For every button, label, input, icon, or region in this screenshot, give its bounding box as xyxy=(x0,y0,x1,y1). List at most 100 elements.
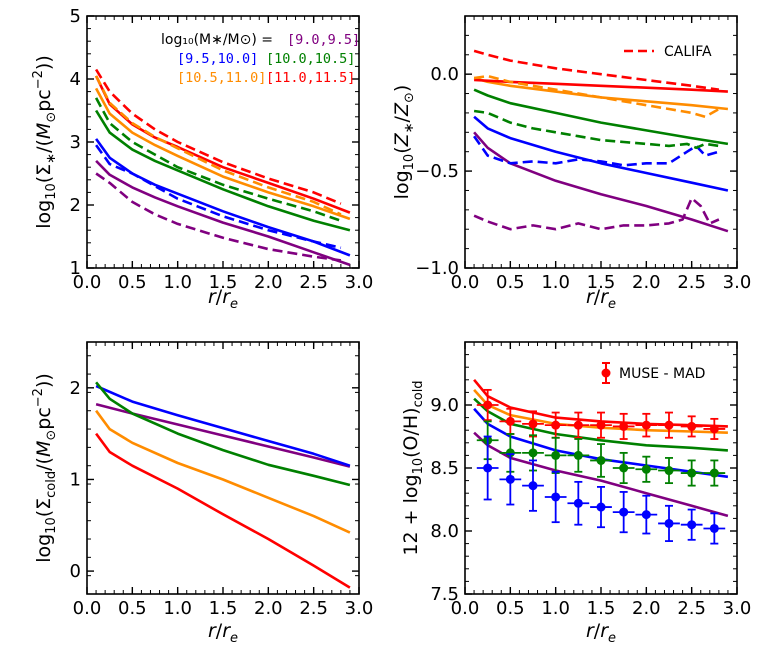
obs-point xyxy=(635,412,658,438)
series-line-0 xyxy=(473,431,729,518)
x-tick-label: 0.5 xyxy=(496,598,525,619)
obs-point xyxy=(522,459,544,512)
legend-bin-9-5: [9.5,10.0] xyxy=(177,51,258,67)
muse-legend: MUSE - MAD xyxy=(601,362,705,384)
obs-point xyxy=(680,508,703,541)
x-tick-label: 1.5 xyxy=(209,272,238,293)
obs-point xyxy=(567,438,590,473)
x-tick-label: 2.0 xyxy=(632,598,661,619)
x-tick-label: 1.0 xyxy=(541,598,570,619)
series-line-6 xyxy=(95,144,342,250)
y-tick-label: 9.0 xyxy=(430,395,459,416)
y-tick-label: 4 xyxy=(70,69,81,90)
ticks: 0.0 0.5 1.0 1.5 2.0 2.5 3.0 −1.0 −0.5 0.0 xyxy=(415,15,751,293)
y-tick-label: 1 xyxy=(70,469,81,490)
y-tick-label: 3 xyxy=(70,132,81,153)
series-layer xyxy=(94,68,351,267)
x-tick-label: 2.5 xyxy=(677,598,706,619)
x-tick-label: 0.5 xyxy=(118,272,147,293)
series-line-2 xyxy=(473,88,729,146)
obs-point xyxy=(612,412,635,440)
x-tick-label: 0.0 xyxy=(451,598,480,619)
obs-marker xyxy=(596,420,606,430)
panel-cold-gas-surface-density: 0.0 0.5 1.0 1.5 2.0 2.5 3.0 0 1 2 log10(Σcold/(M⊙… xyxy=(31,341,373,646)
obs-marker xyxy=(528,448,538,458)
obs-point xyxy=(499,453,522,506)
obs-point xyxy=(567,411,590,439)
obs-marker xyxy=(709,468,719,478)
obs-marker xyxy=(619,463,629,473)
obs-marker xyxy=(687,520,697,530)
x-tick-label: 1.0 xyxy=(163,598,192,619)
obs-marker xyxy=(551,420,561,430)
panel-stellar-metallicity: 0.0 0.5 1.0 1.5 2.0 2.5 3.0 −1.0 −0.5 0.0 log10(Z… xyxy=(391,15,751,312)
y-tick-label: 1 xyxy=(70,258,81,279)
x-tick-label: 0.5 xyxy=(496,272,525,293)
x-tick-label: 2.5 xyxy=(299,598,328,619)
series-line-0 xyxy=(95,159,351,267)
y-axis-label: log10(Σcold/(M⊙pc−2)) xyxy=(31,373,59,563)
x-tick-label: 2.0 xyxy=(254,598,283,619)
obs-marker xyxy=(505,416,515,426)
obs-point xyxy=(544,470,567,524)
y-tick-label: 2 xyxy=(70,378,81,399)
obs-marker xyxy=(505,474,515,484)
x-tick-label: 2.5 xyxy=(299,272,328,293)
x-tick-label: 3.0 xyxy=(723,598,752,619)
obs-point xyxy=(476,435,499,501)
plot-frame xyxy=(86,341,360,595)
obs-marker xyxy=(664,518,674,528)
series-line-2 xyxy=(94,109,351,232)
series-line-2 xyxy=(95,381,351,487)
obs-point xyxy=(476,388,499,422)
obs-point xyxy=(590,411,612,439)
obs-marker xyxy=(573,450,583,460)
y-tick-label: −1.0 xyxy=(415,258,459,279)
x-tick-label: 0.5 xyxy=(118,598,147,619)
series-line-1 xyxy=(95,384,351,467)
obs-marker xyxy=(483,463,493,473)
legend-marker xyxy=(601,368,611,378)
obs-point xyxy=(612,451,635,485)
x-tick-label: 2.5 xyxy=(677,272,706,293)
legend-bin-9-0: [9.0,9.5] xyxy=(287,32,360,48)
x-tick-label: 0.0 xyxy=(73,272,102,293)
califa-legend: CALIFA xyxy=(624,44,712,60)
obs-marker xyxy=(619,507,629,517)
y-tick-label: 0 xyxy=(70,561,81,582)
x-tick-label: 3.0 xyxy=(345,272,374,293)
obs-point xyxy=(635,455,658,483)
y-tick-label: 2 xyxy=(70,195,81,216)
y-tick-label: −0.5 xyxy=(415,161,459,182)
obs-point xyxy=(544,436,567,474)
legend-prefix: log₁₀(M∗/M⊙) = xyxy=(161,32,273,48)
obs-point xyxy=(703,459,726,487)
legend-califa-label: CALIFA xyxy=(664,44,712,60)
obs-marker xyxy=(551,450,561,460)
series-line-3 xyxy=(94,87,351,221)
legend-bin-10-0: [10.0,10.5] xyxy=(266,51,355,67)
obs-marker xyxy=(528,419,538,429)
x-tick-label: 0.0 xyxy=(451,272,480,293)
x-tick-label: 1.0 xyxy=(541,272,570,293)
x-axis-label: r/re xyxy=(208,286,238,312)
obs-point xyxy=(658,411,680,439)
obs-point xyxy=(680,415,703,438)
legend-bin-11-0: [11.0,11.5] xyxy=(266,70,355,86)
y-axis-label: 12 + log10(O/H)cold xyxy=(400,380,426,555)
x-tick-label: 2.0 xyxy=(632,272,661,293)
series-line-8 xyxy=(473,74,720,119)
obs-marker xyxy=(664,420,674,430)
obs-point xyxy=(567,480,590,526)
series-layer xyxy=(473,49,729,233)
obs-point xyxy=(658,457,680,485)
panel-cold-gas-metallicity: 0.0 0.5 1.0 1.5 2.0 2.5 3.0 7.5 8.0 8.5 9.0 12 + l… xyxy=(400,341,752,646)
mass-bin-legend: log₁₀(M∗/M⊙) = [9.0,9.5] [9.5,10.0] [10.… xyxy=(161,32,360,86)
x-tick-label: 1.0 xyxy=(163,272,192,293)
obs-point xyxy=(703,417,726,440)
ticks: 0.0 0.5 1.0 1.5 2.0 2.5 3.0 0 1 2 xyxy=(70,342,373,619)
obs-marker xyxy=(709,523,719,533)
obs-point xyxy=(658,504,680,542)
series-line-8 xyxy=(94,75,342,216)
obs-marker xyxy=(528,481,538,491)
